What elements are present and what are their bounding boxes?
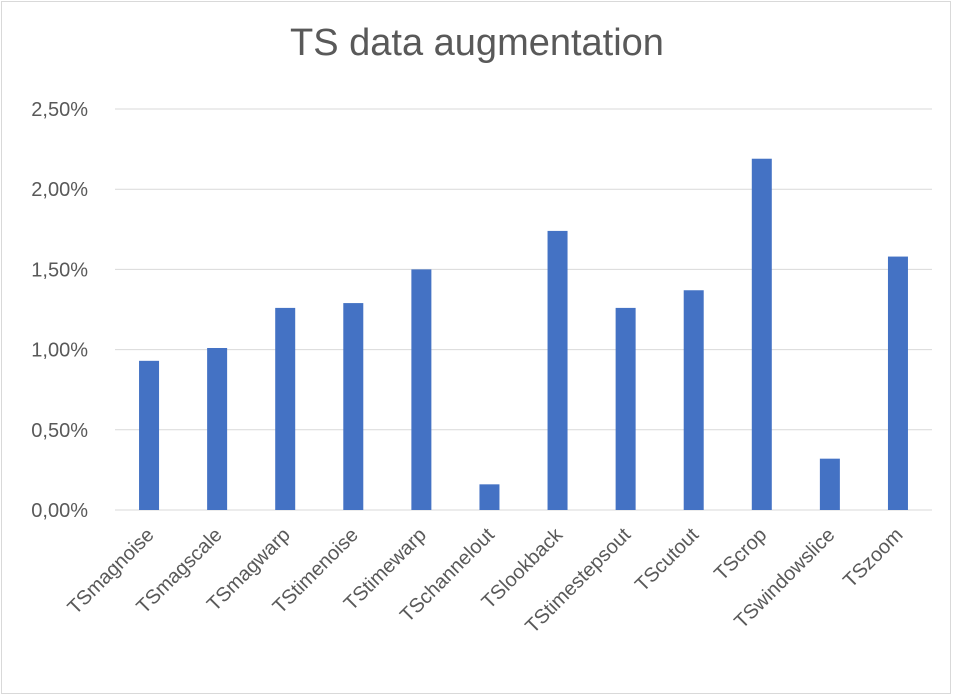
y-tick-label: 0,00%: [31, 500, 88, 522]
x-tick-label: TSzoom: [839, 524, 907, 592]
bar-tschannelout: [479, 484, 500, 510]
bar-tscutout: [683, 290, 704, 510]
y-tick-label: 1,00%: [31, 340, 88, 362]
bar-tsmagnoise: [139, 360, 160, 510]
y-tick-label: 0,50%: [31, 420, 88, 442]
bar-tsmagscale: [207, 347, 228, 510]
bar-tslookback: [547, 230, 568, 511]
y-tick-label: 1,50%: [31, 259, 88, 281]
bar-tscrop: [751, 158, 772, 510]
y-tick-label: 2,00%: [31, 179, 88, 201]
y-tick-label: 2,50%: [31, 99, 88, 121]
bar-tszoom: [887, 256, 908, 510]
x-tick-label: TScrop: [710, 524, 771, 585]
bar-tstimewarp: [411, 269, 432, 510]
chart-title: TS data augmentation: [290, 22, 664, 64]
bar-tswindowslice: [819, 458, 840, 510]
bar-tsmagwarp: [275, 307, 296, 510]
x-tick-label: TScutout: [631, 524, 703, 596]
bar-tstimestepsout: [615, 307, 636, 510]
bar-tstimenoise: [343, 303, 364, 510]
